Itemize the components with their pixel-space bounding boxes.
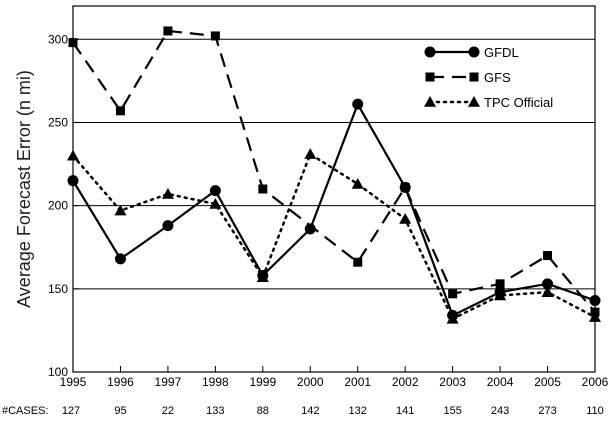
case-count: 127 bbox=[62, 405, 80, 417]
series-line bbox=[72, 101, 596, 317]
x-tick-label: 1999 bbox=[249, 375, 276, 389]
data-point bbox=[161, 187, 174, 199]
legend-entry: GFS bbox=[425, 70, 511, 85]
case-count: 22 bbox=[162, 405, 174, 417]
data-point bbox=[541, 286, 554, 297]
data-point bbox=[114, 204, 127, 216]
y-tick-label: 150 bbox=[48, 282, 68, 296]
case-count: 133 bbox=[206, 405, 224, 417]
case-count: 141 bbox=[396, 405, 414, 417]
data-point bbox=[304, 148, 317, 159]
x-tick-label: 2001 bbox=[344, 375, 371, 389]
case-count: 132 bbox=[349, 405, 367, 417]
case-count: 155 bbox=[443, 405, 461, 417]
y-tick-label: 100 bbox=[48, 365, 68, 379]
data-point bbox=[210, 31, 220, 41]
series-gfdl bbox=[67, 98, 601, 321]
legend-marker bbox=[468, 46, 480, 58]
legend-label: GFS bbox=[484, 70, 511, 85]
x-tick-label: 1998 bbox=[202, 375, 229, 389]
data-point bbox=[351, 178, 364, 189]
legend-label: TPC Official bbox=[484, 95, 553, 110]
data-point bbox=[542, 278, 554, 290]
legend: GFDL GFS TPC Official bbox=[424, 45, 553, 110]
data-point bbox=[115, 106, 125, 116]
plot-frame bbox=[72, 5, 596, 373]
legend-label: GFDL bbox=[484, 45, 519, 60]
data-point bbox=[494, 286, 506, 298]
y-tick-label: 250 bbox=[48, 115, 68, 129]
legend-marker bbox=[469, 72, 479, 82]
case-count: 88 bbox=[257, 405, 269, 417]
data-point bbox=[399, 181, 411, 193]
data-point bbox=[114, 253, 126, 265]
data-point bbox=[589, 294, 601, 306]
legend-marker bbox=[468, 96, 480, 107]
data-point bbox=[68, 38, 78, 48]
x-axis-ticks: 1995 1996 1997 1998 1999 2000 2001 2002 2003 2004… bbox=[60, 366, 609, 389]
data-point bbox=[67, 175, 79, 187]
x-tick-label: 2006 bbox=[582, 375, 609, 389]
x-tick-label: 2000 bbox=[297, 375, 324, 389]
case-count: 95 bbox=[114, 405, 126, 417]
series-line bbox=[72, 29, 596, 313]
case-count: 110 bbox=[586, 405, 604, 417]
data-point bbox=[304, 223, 316, 235]
x-tick-label: 2005 bbox=[534, 375, 561, 389]
legend-marker bbox=[425, 72, 435, 82]
x-tick-label: 1995 bbox=[60, 375, 87, 389]
data-point bbox=[162, 220, 174, 232]
data-point bbox=[209, 197, 222, 209]
y-tick-label: 200 bbox=[48, 199, 68, 213]
data-point bbox=[352, 98, 364, 110]
case-count: 273 bbox=[538, 405, 556, 417]
x-tick-label: 1996 bbox=[107, 375, 134, 389]
x-tick-label: 1997 bbox=[155, 375, 182, 389]
data-point bbox=[399, 212, 412, 224]
data-point bbox=[257, 270, 269, 282]
data-point bbox=[353, 257, 363, 267]
data-point bbox=[67, 149, 79, 161]
cases-label: #CASES: bbox=[2, 405, 48, 417]
series-tpc-official bbox=[67, 148, 601, 324]
y-axis-ticks: 100 150 200 250 300 bbox=[48, 32, 79, 379]
data-point bbox=[163, 26, 173, 36]
legend-entry: GFDL bbox=[424, 45, 519, 60]
x-tick-label: 2003 bbox=[439, 375, 466, 389]
gridlines bbox=[73, 38, 595, 290]
data-point bbox=[258, 184, 268, 194]
series-layer bbox=[67, 26, 601, 324]
data-point bbox=[448, 289, 458, 299]
x-tick-label: 2002 bbox=[392, 375, 419, 389]
data-point bbox=[209, 185, 221, 197]
series-gfs bbox=[68, 26, 600, 317]
legend-entry: TPC Official bbox=[424, 95, 553, 110]
data-point bbox=[590, 307, 600, 317]
legend-marker bbox=[424, 46, 436, 58]
y-axis-title: Average Forecast Error (n mi) bbox=[14, 70, 34, 308]
case-count: 243 bbox=[491, 405, 509, 417]
cases-row: #CASES: 127 95 22 133 88 142 132 141 155 243 273 11… bbox=[2, 405, 604, 417]
x-tick-label: 2004 bbox=[487, 375, 514, 389]
data-point bbox=[447, 309, 459, 321]
y-tick-label: 300 bbox=[48, 32, 68, 46]
case-count: 142 bbox=[301, 405, 319, 417]
data-point bbox=[495, 279, 505, 289]
legend-marker bbox=[424, 96, 436, 107]
series-line bbox=[71, 152, 597, 321]
data-point bbox=[543, 251, 553, 261]
